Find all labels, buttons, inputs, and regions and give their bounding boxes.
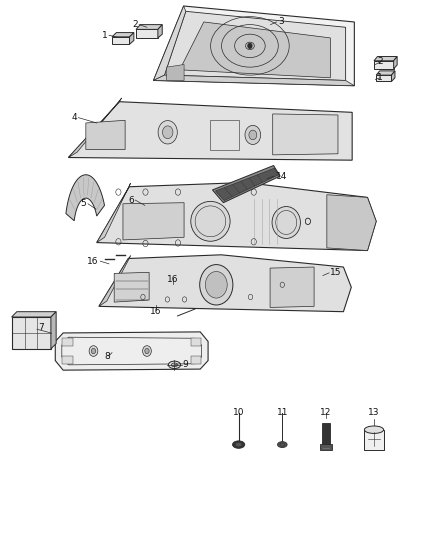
Polygon shape [66, 175, 105, 221]
Polygon shape [191, 337, 201, 345]
Polygon shape [158, 25, 162, 38]
Polygon shape [114, 272, 149, 302]
Polygon shape [273, 114, 338, 155]
Text: 9: 9 [182, 360, 187, 369]
Ellipse shape [171, 363, 177, 367]
Polygon shape [99, 255, 351, 312]
Polygon shape [166, 64, 184, 80]
Polygon shape [136, 29, 158, 38]
FancyBboxPatch shape [321, 423, 330, 445]
Polygon shape [374, 61, 394, 69]
Text: 16: 16 [88, 257, 99, 265]
Polygon shape [164, 11, 346, 80]
Polygon shape [68, 98, 122, 158]
Ellipse shape [236, 443, 242, 447]
Circle shape [89, 346, 98, 357]
Text: 1: 1 [102, 31, 108, 40]
Text: 6: 6 [128, 196, 134, 205]
Circle shape [143, 346, 151, 357]
FancyBboxPatch shape [364, 430, 384, 450]
Text: 4: 4 [71, 113, 77, 122]
Polygon shape [376, 75, 392, 82]
Text: 5: 5 [80, 199, 86, 208]
Polygon shape [153, 75, 354, 86]
Text: 15: 15 [330, 269, 342, 277]
Polygon shape [123, 203, 184, 240]
Polygon shape [270, 267, 314, 308]
Circle shape [248, 43, 252, 49]
Polygon shape [130, 33, 134, 44]
Polygon shape [12, 312, 56, 317]
Circle shape [158, 120, 177, 144]
Polygon shape [51, 312, 56, 349]
Text: 16: 16 [167, 275, 179, 284]
Circle shape [205, 271, 227, 298]
Polygon shape [191, 357, 201, 365]
Circle shape [91, 349, 95, 354]
Text: 8: 8 [105, 352, 110, 361]
Polygon shape [376, 71, 395, 75]
Polygon shape [327, 195, 376, 251]
Polygon shape [62, 337, 73, 345]
Ellipse shape [364, 426, 384, 433]
Polygon shape [394, 56, 397, 69]
Polygon shape [12, 317, 51, 349]
Circle shape [145, 349, 149, 354]
Text: 12: 12 [320, 408, 332, 417]
Polygon shape [153, 6, 354, 86]
Polygon shape [112, 37, 130, 44]
Text: 14: 14 [276, 172, 287, 181]
Text: 7: 7 [38, 323, 43, 332]
Text: 16: 16 [150, 307, 162, 316]
Polygon shape [99, 255, 131, 306]
FancyBboxPatch shape [320, 443, 332, 450]
Polygon shape [68, 102, 352, 160]
Polygon shape [97, 183, 131, 243]
Circle shape [200, 264, 233, 305]
Text: 10: 10 [233, 408, 244, 417]
Ellipse shape [278, 442, 287, 448]
Polygon shape [392, 71, 395, 82]
Polygon shape [215, 168, 278, 200]
Text: 2: 2 [377, 58, 383, 66]
Polygon shape [86, 120, 125, 150]
Circle shape [249, 130, 257, 140]
Polygon shape [136, 25, 162, 29]
Polygon shape [97, 182, 376, 251]
Ellipse shape [168, 361, 180, 368]
Polygon shape [55, 332, 208, 370]
Polygon shape [374, 56, 397, 61]
Text: 2: 2 [133, 20, 138, 29]
Text: 3: 3 [278, 18, 284, 27]
Ellipse shape [272, 206, 300, 238]
Circle shape [245, 125, 261, 144]
Polygon shape [180, 22, 330, 78]
Polygon shape [112, 33, 134, 37]
Polygon shape [153, 6, 186, 80]
Text: 13: 13 [368, 408, 380, 417]
Ellipse shape [233, 441, 245, 448]
Circle shape [162, 126, 173, 139]
Polygon shape [62, 357, 73, 365]
Polygon shape [212, 165, 280, 203]
Ellipse shape [191, 201, 230, 241]
Text: 11: 11 [276, 408, 288, 417]
Text: 1: 1 [377, 73, 383, 82]
